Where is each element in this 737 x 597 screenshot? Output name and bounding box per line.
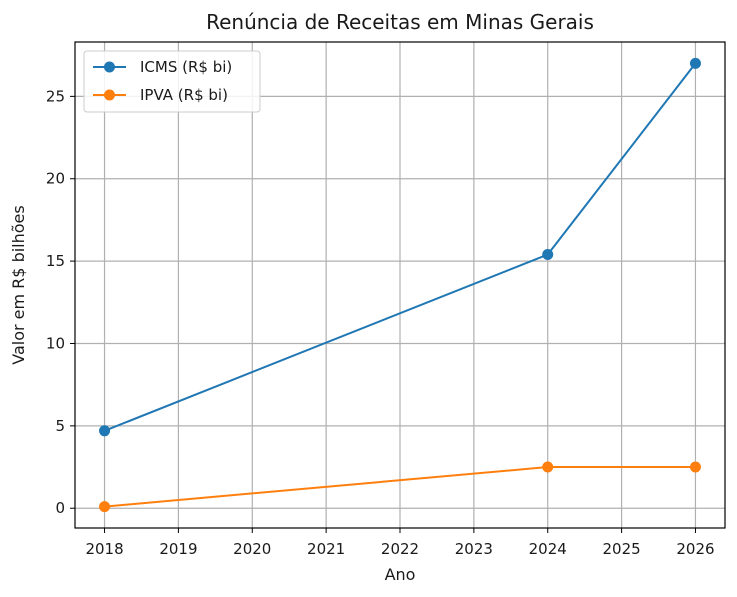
- x-tick-label: 2024: [529, 540, 567, 558]
- data-point-icms-2024: [542, 249, 554, 261]
- data-point-ipva-2024: [542, 461, 554, 473]
- y-tick-label: 0: [55, 499, 65, 517]
- y-axis-label: Valor em R$ bilhões: [9, 205, 28, 364]
- legend: ICMS (R$ bi) IPVA (R$ bi): [83, 50, 261, 113]
- y-tick-label: 5: [55, 417, 65, 435]
- data-point-icms-2018: [99, 425, 111, 437]
- legend-marker-ipva: [104, 89, 115, 101]
- y-tick-label: 20: [46, 170, 65, 188]
- x-tick-label: 2021: [307, 540, 345, 558]
- data-point-ipva-2018: [99, 501, 111, 513]
- y-tick-label: 25: [46, 87, 65, 105]
- x-tick-label: 2018: [85, 540, 123, 558]
- data-point-icms-2026: [689, 57, 701, 69]
- grid: [75, 42, 725, 528]
- legend-marker-icms: [104, 61, 115, 73]
- x-tick-label: 2020: [233, 540, 271, 558]
- series-layer: [99, 57, 701, 513]
- x-tick-label: 2022: [381, 540, 419, 558]
- chart-title: Renúncia de Receitas em Minas Gerais: [206, 10, 594, 34]
- x-axis-label: Ano: [385, 565, 416, 584]
- x-tick-label: 2025: [602, 540, 640, 558]
- legend-label-ipva: IPVA (R$ bi): [140, 86, 228, 104]
- legend-box: [83, 50, 261, 113]
- x-tick-label: 2019: [159, 540, 197, 558]
- legend-label-icms: ICMS (R$ bi): [140, 58, 232, 76]
- x-tick-label: 2023: [455, 540, 493, 558]
- x-tick-label: 2026: [676, 540, 714, 558]
- ticks: 2018 2019 2020 2021 2022 2023 2024 2025 20260510…: [46, 87, 715, 558]
- y-tick-label: 15: [46, 252, 65, 270]
- y-tick-label: 10: [46, 334, 65, 352]
- data-point-ipva-2026: [689, 461, 701, 473]
